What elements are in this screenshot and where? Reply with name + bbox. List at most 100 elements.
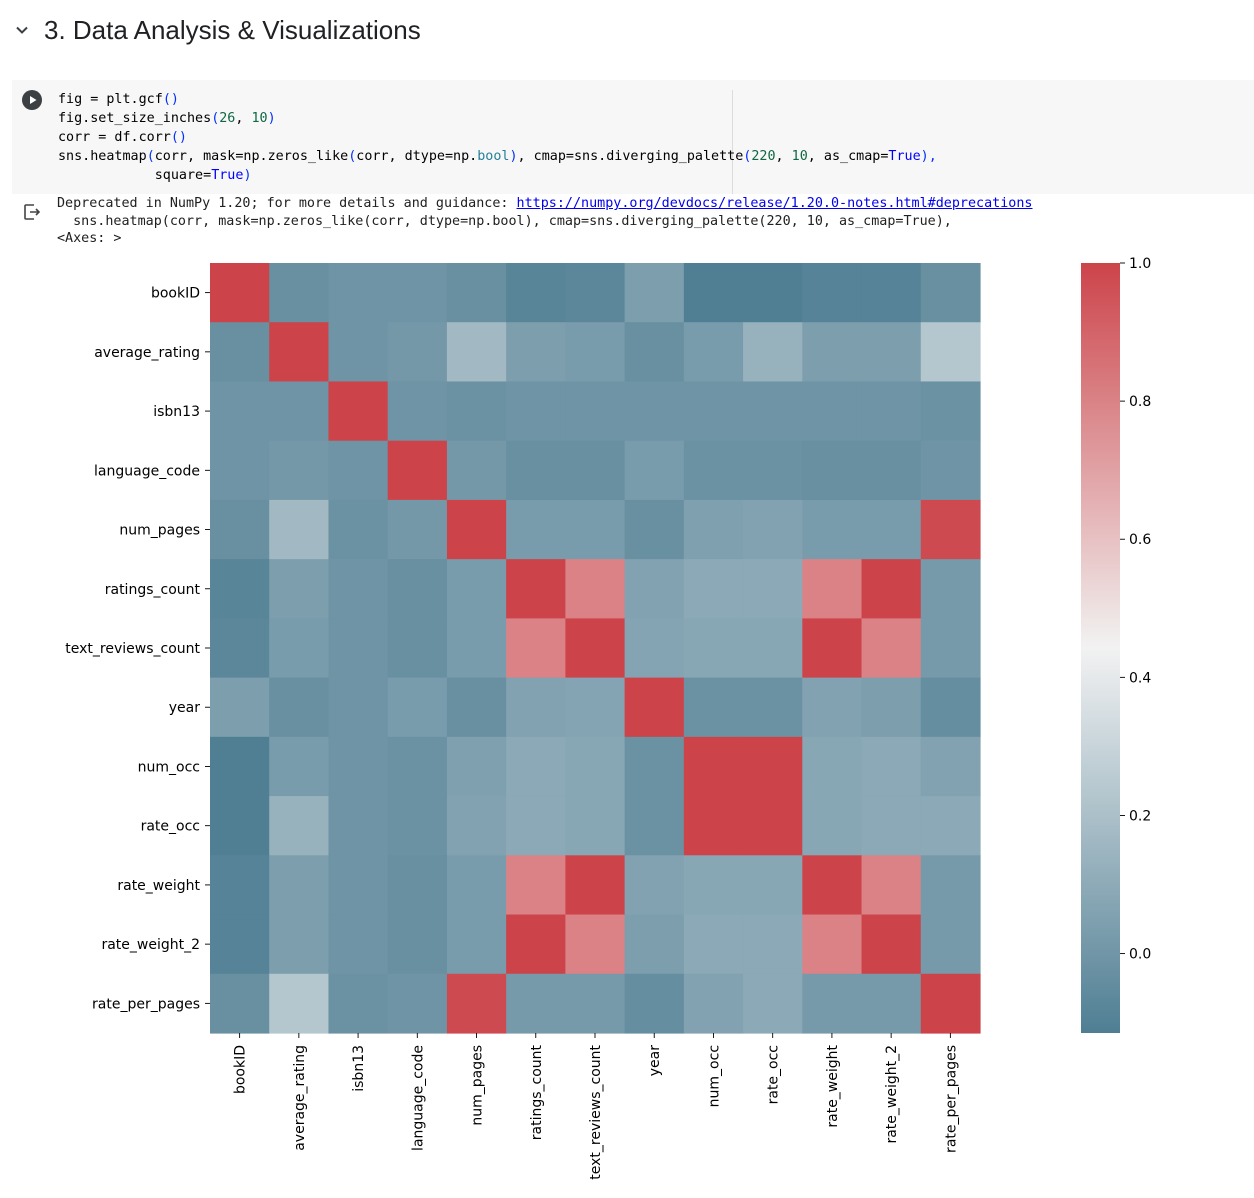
run-cell-button[interactable] [22, 90, 42, 110]
heatmap-cell [328, 973, 389, 1034]
code-token: ( [348, 149, 357, 164]
heatmap-cell [683, 322, 744, 383]
heatmap-cell [565, 381, 626, 442]
code-token: ( [211, 111, 220, 126]
heatmap-cell [743, 973, 803, 1034]
code-editor[interactable]: fig = plt.gcf() fig.set_size_inches(26, … [58, 90, 937, 185]
heatmap-cell [387, 914, 448, 975]
code-token: , as_cmap= [807, 149, 889, 164]
heatmap-cell [802, 855, 863, 916]
code-token: square= [58, 168, 212, 183]
section-title: 3. Data Analysis & Visualizations [44, 14, 421, 45]
heatmap-cell [387, 322, 448, 383]
heatmap-cell [328, 440, 389, 501]
heatmap-cell [802, 914, 863, 975]
heatmap-cell [565, 736, 626, 797]
code-token: 10 [791, 149, 808, 164]
heatmap-cell [506, 736, 566, 797]
heatmap-cell [743, 263, 803, 323]
heatmap-cell [861, 618, 922, 679]
heatmap-cell [802, 677, 863, 738]
heatmap-cell [920, 796, 981, 856]
heatmap-cell [683, 559, 744, 619]
heatmap-cell [743, 618, 803, 679]
heatmap-cell [861, 440, 922, 501]
code-token: fig = plt.gcf [58, 92, 163, 107]
code-token: , cmap=sns.diverging_palette [517, 149, 744, 164]
heatmap-cell [328, 855, 389, 916]
numpy-deprecations-link[interactable]: https://numpy.org/devdocs/release/1.20.0… [516, 196, 1033, 211]
code-token: corr, dtype=np. [356, 149, 478, 164]
y-tick-label: average_rating [94, 345, 200, 361]
colorbar-tick-label: 0.6 [1129, 532, 1151, 548]
heatmap-cell [269, 559, 330, 619]
y-tick-label: rate_weight_2 [101, 937, 200, 953]
colorbar-tick-label: 0.8 [1129, 394, 1151, 410]
heatmap-cell [565, 914, 626, 975]
heatmap-cell [446, 322, 507, 383]
section-header[interactable]: 3. Data Analysis & Visualizations [12, 12, 421, 48]
heatmap-cell [446, 618, 507, 679]
heatmap-cell [683, 677, 744, 738]
output-redirect-icon[interactable] [22, 202, 42, 222]
heatmap-cell [683, 855, 744, 916]
heatmap-cell [387, 796, 448, 856]
heatmap-cell [743, 499, 803, 560]
heatmap-cell [861, 736, 922, 797]
y-tick-label: language_code [94, 463, 200, 479]
heatmap-cell [446, 914, 507, 975]
heatmap-cell [624, 736, 685, 797]
heatmap-cell [506, 796, 566, 856]
heatmap-cell [920, 499, 981, 560]
heatmap-cell [328, 322, 389, 383]
heatmap-cell [624, 914, 685, 975]
heatmap-cell [565, 973, 626, 1034]
heatmap-cell [506, 381, 566, 442]
y-tick-label: year [169, 700, 200, 716]
heatmap-cell [743, 855, 803, 916]
heatmap-cell [387, 855, 448, 916]
x-tick-label: text_reviews_count [588, 1044, 604, 1179]
cell-output: Deprecated in NumPy 1.20; for more detai… [57, 195, 1033, 248]
heatmap-cell [683, 973, 744, 1034]
heatmap-cell [269, 618, 330, 679]
x-tick-label: rate_occ [766, 1045, 782, 1104]
code-token: corr = df.corr [58, 130, 171, 145]
heatmap-cell [328, 263, 389, 323]
y-tick-label: text_reviews_count [65, 641, 200, 657]
code-token: sns.heatmap [58, 149, 147, 164]
heatmap-cell [210, 796, 270, 856]
heatmap-cell [446, 263, 507, 323]
chevron-down-icon[interactable] [12, 20, 32, 40]
heatmap-cell [328, 618, 389, 679]
heatmap-cell [683, 618, 744, 679]
code-token: , [235, 111, 252, 126]
y-tick-label: bookID [151, 286, 200, 302]
heatmap-cell [920, 381, 981, 442]
heatmap-cell [387, 559, 448, 619]
x-tick-label: average_rating [292, 1045, 308, 1151]
heatmap-cell [387, 263, 448, 323]
code-token: fig.set_size_inches [58, 111, 212, 126]
heatmap-cell [210, 677, 270, 738]
heatmap-cell [624, 855, 685, 916]
heatmap-cell [269, 973, 330, 1034]
heatmap-cell [861, 677, 922, 738]
heatmap-cell [446, 499, 507, 560]
code-cell[interactable]: fig = plt.gcf() fig.set_size_inches(26, … [12, 80, 1254, 194]
colorbar-tick-label: 0.2 [1129, 808, 1151, 824]
heatmap-cell [446, 973, 507, 1034]
heatmap-cell [446, 677, 507, 738]
colorbar-tick-label: 0.4 [1129, 670, 1151, 686]
colorbar [1081, 263, 1120, 1033]
x-tick-label: num_occ [706, 1045, 722, 1107]
code-token: () [170, 130, 187, 145]
heatmap-cell [269, 914, 330, 975]
code-ruler [732, 90, 733, 194]
heatmap-cell [506, 618, 566, 679]
heatmap-cell [920, 263, 981, 323]
heatmap-cell [802, 322, 863, 383]
heatmap-cell [683, 736, 744, 797]
x-tick-label: isbn13 [351, 1045, 367, 1092]
code-token: ) [243, 168, 252, 183]
